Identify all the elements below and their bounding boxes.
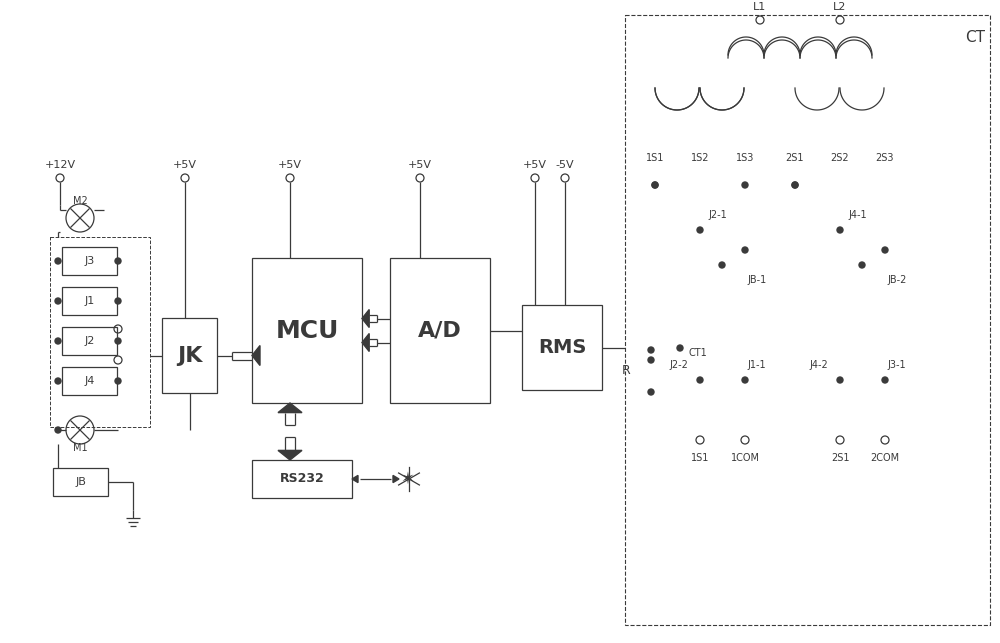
Polygon shape xyxy=(252,345,260,365)
Circle shape xyxy=(697,377,703,383)
Circle shape xyxy=(859,262,865,268)
Text: 2S3: 2S3 xyxy=(876,153,894,163)
Text: J3: J3 xyxy=(84,256,95,266)
Bar xyxy=(252,258,362,403)
Bar xyxy=(252,460,352,498)
Bar xyxy=(50,237,150,427)
Text: RMS: RMS xyxy=(538,338,586,357)
Circle shape xyxy=(648,389,654,395)
Text: JB: JB xyxy=(75,477,86,487)
Text: J1: J1 xyxy=(84,296,95,306)
Text: 2S1: 2S1 xyxy=(786,153,804,163)
Text: 2COM: 2COM xyxy=(870,453,900,463)
Circle shape xyxy=(55,427,61,433)
Text: +12V: +12V xyxy=(44,160,76,170)
Text: A/D: A/D xyxy=(418,320,462,341)
Text: CT: CT xyxy=(965,30,985,44)
Circle shape xyxy=(115,258,121,264)
Polygon shape xyxy=(278,450,302,460)
Text: J4-1: J4-1 xyxy=(849,210,867,220)
Text: MCU: MCU xyxy=(275,318,339,343)
Bar xyxy=(162,318,217,393)
Text: +5V: +5V xyxy=(408,160,432,170)
Text: M1: M1 xyxy=(73,443,87,453)
Text: CT1: CT1 xyxy=(689,348,707,358)
Circle shape xyxy=(648,357,654,363)
Text: 1S1: 1S1 xyxy=(646,153,664,163)
Text: J2-2: J2-2 xyxy=(669,360,688,370)
Circle shape xyxy=(792,182,798,188)
Text: RS232: RS232 xyxy=(280,473,324,485)
Circle shape xyxy=(882,247,888,253)
Circle shape xyxy=(792,182,798,188)
Text: R: R xyxy=(622,365,630,377)
Text: 1S2: 1S2 xyxy=(691,153,709,163)
Text: JB-1: JB-1 xyxy=(747,275,767,285)
Bar xyxy=(62,287,117,315)
Polygon shape xyxy=(352,475,358,483)
Bar xyxy=(522,305,602,390)
Text: J3-1: J3-1 xyxy=(888,360,906,370)
Circle shape xyxy=(115,298,121,304)
Text: J1-1: J1-1 xyxy=(748,360,766,370)
Bar xyxy=(62,327,117,355)
Text: +5V: +5V xyxy=(173,160,197,170)
Text: 1COM: 1COM xyxy=(730,453,760,463)
Circle shape xyxy=(115,338,121,344)
Text: L2: L2 xyxy=(833,2,847,12)
Text: -5V: -5V xyxy=(556,160,574,170)
Circle shape xyxy=(55,338,61,344)
Text: L1: L1 xyxy=(753,2,767,12)
Circle shape xyxy=(648,347,654,353)
Bar xyxy=(53,468,108,496)
Circle shape xyxy=(652,182,658,188)
Bar xyxy=(625,15,990,625)
Circle shape xyxy=(882,377,888,383)
Polygon shape xyxy=(278,403,302,413)
Polygon shape xyxy=(362,309,369,327)
Circle shape xyxy=(55,298,61,304)
Text: 1S1: 1S1 xyxy=(691,453,709,463)
Bar xyxy=(390,258,490,403)
Circle shape xyxy=(719,262,725,268)
Circle shape xyxy=(742,247,748,253)
Text: J2-1: J2-1 xyxy=(709,210,727,220)
Circle shape xyxy=(837,377,843,383)
Circle shape xyxy=(55,258,61,264)
Circle shape xyxy=(55,378,61,384)
Text: J2: J2 xyxy=(84,336,95,346)
Text: M2: M2 xyxy=(73,196,87,206)
Polygon shape xyxy=(393,475,399,483)
Circle shape xyxy=(742,182,748,188)
Text: +5V: +5V xyxy=(523,160,547,170)
Text: JB-2: JB-2 xyxy=(887,275,907,285)
Text: +5V: +5V xyxy=(278,160,302,170)
Circle shape xyxy=(677,345,683,351)
Polygon shape xyxy=(362,334,369,352)
Text: 1S3: 1S3 xyxy=(736,153,754,163)
Circle shape xyxy=(837,227,843,233)
Text: J4: J4 xyxy=(84,376,95,386)
Circle shape xyxy=(742,377,748,383)
Circle shape xyxy=(652,182,658,188)
Text: JK: JK xyxy=(177,345,202,365)
Bar xyxy=(62,367,117,395)
Circle shape xyxy=(697,227,703,233)
Bar xyxy=(640,350,662,392)
Circle shape xyxy=(115,378,121,384)
Text: J4-2: J4-2 xyxy=(809,360,828,370)
Text: 2S1: 2S1 xyxy=(831,453,849,463)
Text: 2S2: 2S2 xyxy=(831,153,849,163)
Text: ✶: ✶ xyxy=(400,470,414,488)
Bar xyxy=(62,247,117,275)
